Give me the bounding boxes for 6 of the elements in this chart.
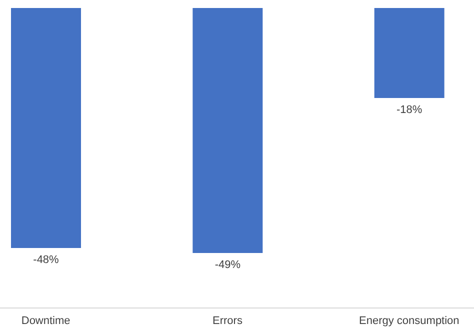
- data-label: -18%: [396, 104, 422, 116]
- data-label: -48%: [33, 254, 60, 266]
- x-tick-label: Downtime: [21, 314, 70, 327]
- x-tick-label: Energy consumption: [359, 314, 460, 327]
- x-tick-label: Errors: [212, 314, 243, 327]
- data-label: -49%: [214, 259, 241, 271]
